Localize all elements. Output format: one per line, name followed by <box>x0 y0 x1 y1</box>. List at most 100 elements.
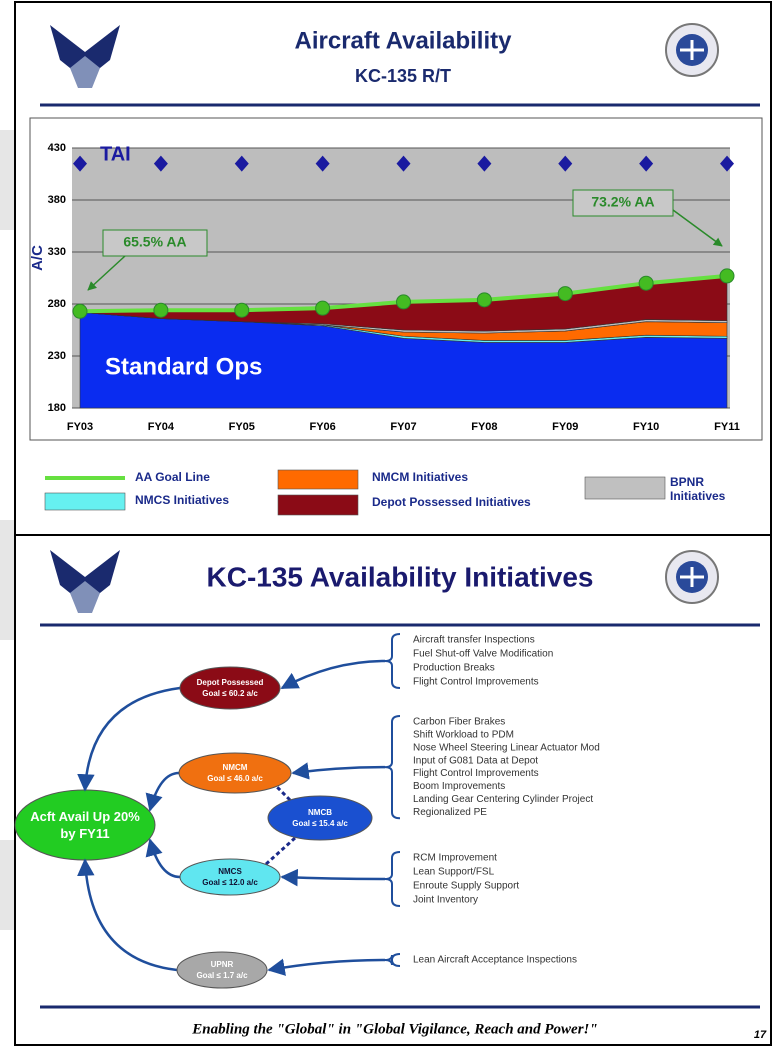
node <box>267 795 373 841</box>
initiative: Shift Workload to PDM <box>413 730 514 741</box>
arrow <box>267 958 386 976</box>
legend-label: BPNR Initiatives <box>670 475 726 503</box>
legend-label: AA Goal Line <box>135 470 210 484</box>
node-label: Depot Possessed Goal ≤ 60.2 a/c <box>188 667 272 709</box>
node-goal: Goal ≤ 1.7 a/c <box>196 971 248 980</box>
legend-swatch <box>584 476 666 500</box>
initiative: RCM Improvement <box>413 853 497 864</box>
x-tick-label: FY09 <box>552 421 578 433</box>
node-title: UPNR <box>210 960 234 969</box>
legend-entry: NMCM Initiatives <box>372 464 572 500</box>
initiative: Flight Control Improvements <box>413 768 539 779</box>
node-goal: Goal ≤ 46.0 a/c <box>207 774 263 783</box>
point <box>315 300 331 316</box>
point <box>719 268 735 284</box>
x-tick-label: FY05 <box>229 421 255 433</box>
diamond <box>720 155 734 172</box>
initiative: Boom Improvements <box>413 781 505 792</box>
node-label-box: NMCS Goal ≤ 12.0 a/c <box>188 859 272 895</box>
initiative: Production Breaks <box>413 663 495 674</box>
node-title: Depot Possessed <box>196 678 264 687</box>
node <box>179 666 281 710</box>
slide-subtitle: KC-135 R/T <box>355 66 451 86</box>
wing-logo <box>50 25 120 88</box>
legend-entry-box: BPNR Initiatives <box>670 471 750 507</box>
initiative: Regionalized PE <box>413 807 487 818</box>
y-tick-label: 230 <box>48 350 66 362</box>
arrow <box>145 838 181 879</box>
arrow <box>280 659 386 690</box>
x-tick-label: FY03 <box>67 421 93 433</box>
node-goal: Goal ≤ 60.2 a/c <box>202 689 258 698</box>
node-label-box: UPNR Goal ≤ 1.7 a/c <box>185 952 259 988</box>
arrow <box>77 858 178 972</box>
node-goal: Goal ≤ 12.0 a/c <box>202 878 258 887</box>
initiative: Aircraft transfer Inspections <box>413 635 535 646</box>
node-title: NMCS <box>218 867 242 876</box>
diagram: Acft Avail Up 20% by FY11 Depot Possessed… <box>14 633 600 989</box>
node-label: UPNR Goal ≤ 1.7 a/c <box>185 952 259 988</box>
node-label-box: NMCM Goal ≤ 46.0 a/c <box>187 753 283 793</box>
legend-label: NMCM Initiatives <box>372 470 469 484</box>
footer: Enabling the "Global" in "Global Vigilan… <box>191 1021 597 1037</box>
x-tick-label: FY10 <box>633 421 659 433</box>
y-tick-label: 430 <box>48 142 66 154</box>
y-tick-label: 280 <box>48 298 66 310</box>
node-label: Acft Avail Up 20% by FY11 <box>23 790 147 860</box>
x-tick-label: FY07 <box>390 421 416 433</box>
seal-logo <box>665 550 719 604</box>
initiative: Joint Inventory <box>413 895 478 906</box>
legend-swatch <box>277 469 359 490</box>
legend-swatch <box>44 492 126 511</box>
legend-entry-box: NMCS Initiatives <box>135 487 335 523</box>
node-title: NMCB <box>308 808 332 817</box>
initiative: Nose Wheel Steering Linear Actuator Mod <box>413 742 600 753</box>
point <box>153 302 169 318</box>
series-label: Standard Ops <box>105 353 262 380</box>
diamond <box>477 155 492 172</box>
point <box>234 302 250 318</box>
node-label-box: Acft Avail Up 20% by FY11 <box>23 790 147 860</box>
initiative: Input of G081 Data at Depot <box>413 755 538 766</box>
side-box <box>0 840 18 930</box>
legend-entry-box: AA Goal Line <box>135 464 335 500</box>
y-axis-label: A/C <box>29 245 46 271</box>
diamond <box>396 155 411 172</box>
arrow <box>291 762 386 780</box>
node-goal: Goal ≤ 15.4 a/c <box>292 819 348 828</box>
point <box>476 292 492 308</box>
arrow <box>77 686 181 792</box>
node-label-box: Depot Possessed Goal ≤ 60.2 a/c <box>188 667 272 709</box>
initiative: Enroute Supply Support <box>413 881 519 892</box>
initiative: Lean Aircraft Acceptance Inspections <box>413 955 577 966</box>
legend-entry-box: Depot Possessed Initiatives <box>372 489 572 525</box>
initiative: Flight Control Improvements <box>413 677 539 688</box>
x-tick-label: FY04 <box>148 421 175 433</box>
annotation-arrow <box>87 255 126 291</box>
node-label: NMCM Goal ≤ 46.0 a/c <box>187 753 283 793</box>
legend-entry-box: NMCM Initiatives <box>372 464 572 500</box>
annotation-arrow <box>672 209 723 247</box>
legend-entry: NMCS Initiatives <box>135 487 335 523</box>
node-label: NMCB Goal ≤ 15.4 a/c <box>292 808 348 828</box>
diamond <box>315 155 330 172</box>
point <box>72 303 88 319</box>
node <box>178 752 292 794</box>
legend-entry: AA Goal Line <box>135 464 335 500</box>
page-number: 17 <box>754 1029 767 1041</box>
legend-entry: Depot Possessed Initiatives <box>372 489 572 525</box>
arrow <box>280 868 386 887</box>
y-tick-label: 380 <box>48 194 66 206</box>
annotation: 65.5% AA <box>123 234 186 250</box>
wing-logo <box>50 550 120 613</box>
legend-label: NMCS Initiatives <box>135 493 230 507</box>
diamond <box>558 155 573 172</box>
side-box <box>0 130 18 230</box>
point <box>638 275 654 291</box>
point <box>557 286 573 302</box>
annotation-box <box>572 189 674 217</box>
diamond <box>234 155 249 172</box>
side-box <box>0 520 18 640</box>
